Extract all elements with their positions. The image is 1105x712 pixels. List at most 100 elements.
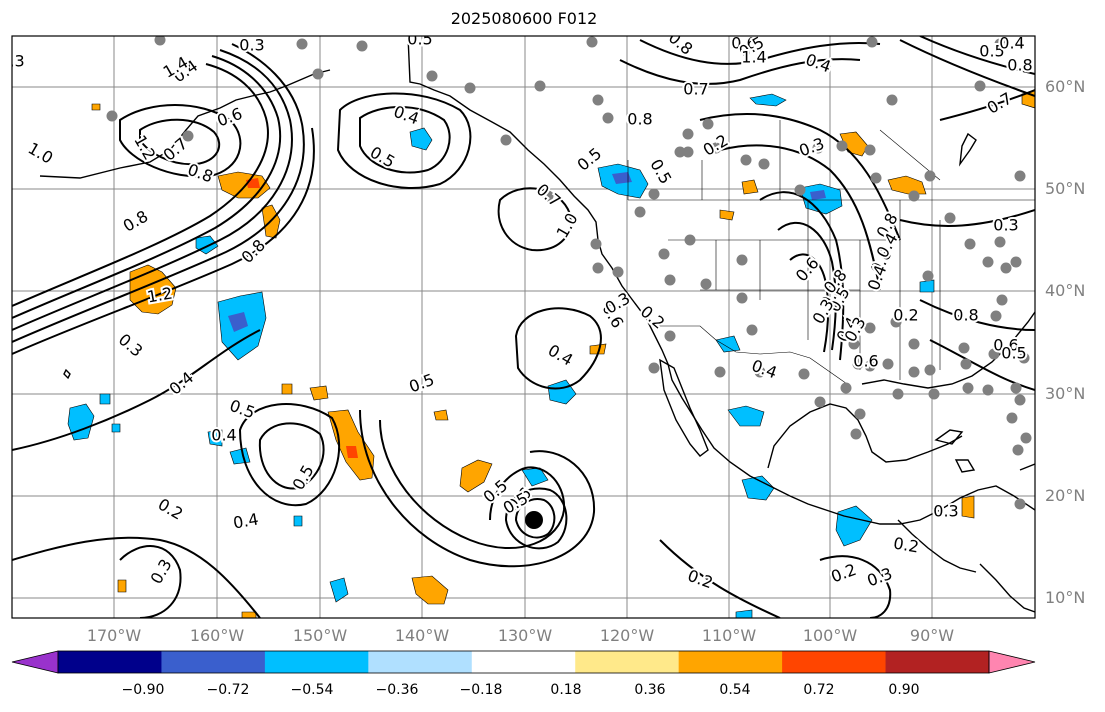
colorbar-segment xyxy=(885,651,990,673)
station-marker xyxy=(988,348,1000,360)
station-marker xyxy=(982,384,994,396)
station-marker xyxy=(464,82,476,94)
station-marker xyxy=(996,294,1008,306)
colorbar-tick-label: 0.72 xyxy=(803,682,835,698)
station-marker xyxy=(106,110,118,122)
station-marker xyxy=(612,266,624,278)
contour-label: 0.8 xyxy=(627,110,652,129)
longitude-label: 110°W xyxy=(701,626,757,645)
latitude-label: 30°N xyxy=(1045,384,1086,403)
colorbar-tick-label: −0.72 xyxy=(206,682,250,698)
colorbar-tick-label: 0.54 xyxy=(719,682,751,698)
station-marker xyxy=(864,144,876,156)
colorbar-tick-label: −0.18 xyxy=(459,682,503,698)
map-border xyxy=(11,35,1036,619)
station-marker xyxy=(740,154,752,166)
station-marker xyxy=(798,368,810,380)
contour-label: 1.4 xyxy=(741,48,766,67)
coastlines xyxy=(39,36,1035,613)
station-marker xyxy=(648,362,660,374)
contour-label: 0.5 xyxy=(407,30,432,49)
colorbar-extend-low xyxy=(11,650,59,674)
contour-label: 0.4 xyxy=(999,34,1024,53)
contour-label: 0.2 xyxy=(893,306,918,325)
colorbar-segment xyxy=(782,651,887,673)
longitude-label: 100°W xyxy=(802,626,858,645)
station-marker xyxy=(848,338,860,350)
colorbar-segment xyxy=(575,651,680,673)
contour-label: 0.6 xyxy=(853,352,878,371)
station-marker xyxy=(746,324,758,336)
contour-label: 0.6 xyxy=(731,34,756,53)
station-marker xyxy=(864,322,876,334)
contour-lines xyxy=(12,36,1035,618)
station-marker xyxy=(924,170,936,182)
contour-label: 0.4 xyxy=(211,426,236,445)
station-marker xyxy=(812,142,824,154)
station-marker xyxy=(500,134,512,146)
station-marker xyxy=(684,234,696,246)
station-marker xyxy=(866,36,878,48)
shaded-field-darkblue xyxy=(228,172,826,332)
station-marker xyxy=(928,388,940,400)
station-marker xyxy=(924,364,936,376)
station-marker xyxy=(634,206,646,218)
shaded-field-blue xyxy=(67,93,935,618)
colorbar-segment xyxy=(161,651,266,673)
colorbar-tick-label: 0.90 xyxy=(888,682,920,698)
longitude-label: 140°W xyxy=(394,626,450,645)
map-title: 2025080600 F012 xyxy=(450,9,598,28)
colorbar-segment xyxy=(471,651,576,673)
station-marker xyxy=(958,342,970,354)
colorbar-tick-label: 0.36 xyxy=(634,682,666,698)
station-marker xyxy=(962,382,974,394)
longitude-label: 90°W xyxy=(909,626,955,645)
latitude-label: 60°N xyxy=(1045,77,1086,96)
station-marker xyxy=(1014,170,1026,182)
station-marker xyxy=(602,112,614,124)
contour-label: 0.3 xyxy=(993,216,1018,235)
station-marker xyxy=(854,408,866,420)
station-marker xyxy=(674,146,686,158)
contour-label: 0.6 xyxy=(993,336,1018,355)
station-marker xyxy=(886,94,898,106)
storm-center-marker xyxy=(525,511,543,529)
graticule xyxy=(12,36,1035,618)
station-marker xyxy=(814,396,826,408)
contour-label: 0.5 xyxy=(979,42,1004,61)
colorbar-segment xyxy=(58,651,162,673)
station-marker xyxy=(850,428,862,440)
station-marker xyxy=(736,254,748,266)
contour-label: 0.3 xyxy=(0,52,25,71)
map-frame xyxy=(12,36,1035,618)
contour-label: 0.4 xyxy=(232,509,260,532)
station-marker xyxy=(1014,498,1026,510)
longitude-label: 130°W xyxy=(497,626,553,645)
station-markers xyxy=(106,36,1032,510)
station-marker xyxy=(182,130,194,142)
station-marker xyxy=(890,316,902,328)
station-marker xyxy=(1006,412,1018,424)
station-marker xyxy=(974,80,986,92)
colorbar xyxy=(11,650,1036,674)
station-marker xyxy=(1014,394,1026,406)
station-marker xyxy=(426,70,438,82)
station-marker xyxy=(840,382,852,394)
colorbar-extend-high xyxy=(988,650,1036,674)
colorbar-tick-label: −0.90 xyxy=(121,682,165,698)
longitude-label: 160°W xyxy=(189,626,245,645)
station-marker xyxy=(852,358,864,370)
contour-label: 0.8 xyxy=(953,306,978,325)
contour-label: 0.3 xyxy=(239,36,264,55)
colorbar-tick-label: 0.18 xyxy=(550,682,582,698)
station-marker xyxy=(700,278,712,290)
station-marker xyxy=(990,310,1002,322)
latitude-label: 10°N xyxy=(1045,588,1086,607)
station-marker xyxy=(836,140,848,152)
latitude-label: 50°N xyxy=(1045,179,1086,198)
station-marker xyxy=(908,338,920,350)
longitude-label: 150°W xyxy=(292,626,348,645)
station-marker xyxy=(892,388,904,400)
station-marker xyxy=(356,40,368,52)
